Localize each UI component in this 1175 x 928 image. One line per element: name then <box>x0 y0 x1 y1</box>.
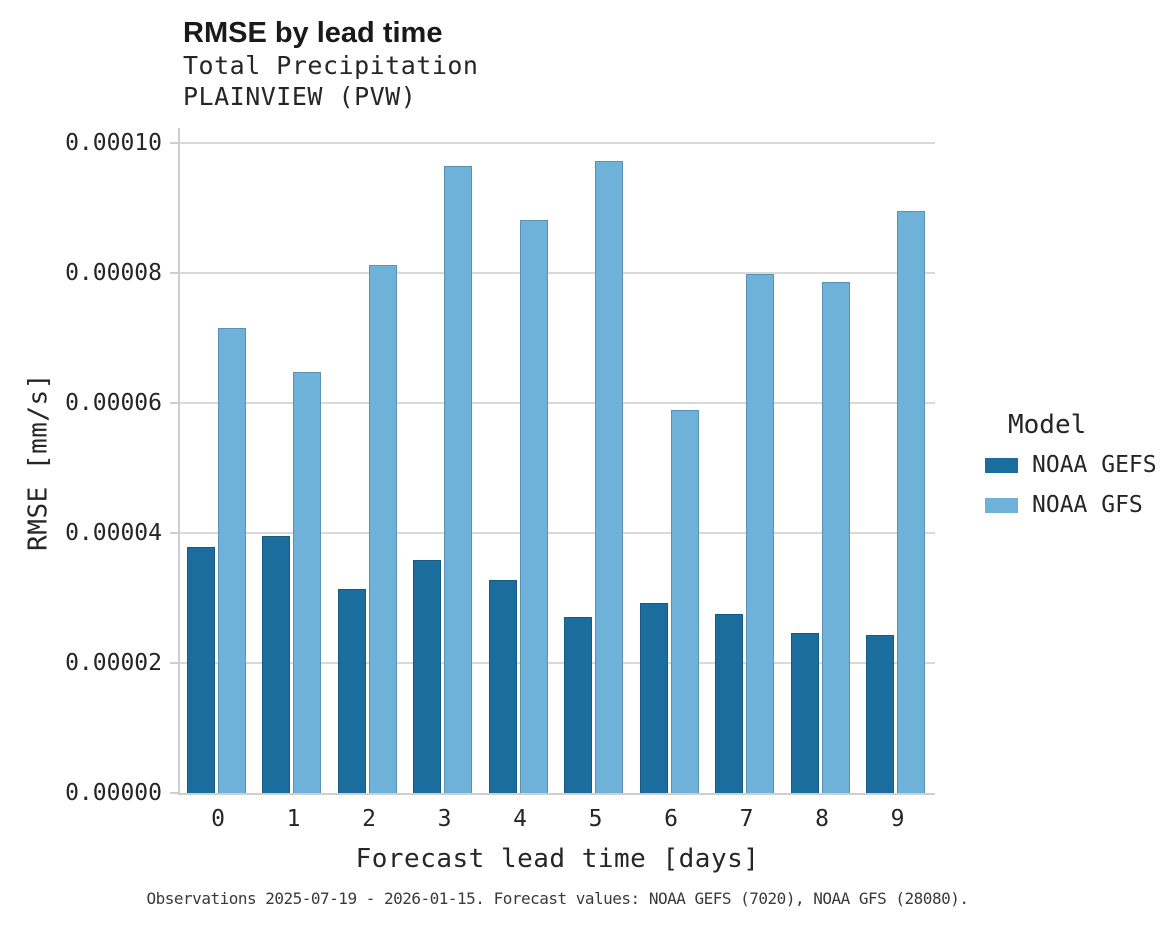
legend-swatch <box>985 497 1018 513</box>
bar-noaa-gefs-lead-3 <box>413 559 441 793</box>
bar-noaa-gefs-lead-9 <box>866 635 894 793</box>
legend-item-noaa-gefs: NOAA GEFS <box>985 452 1157 478</box>
bar-noaa-gfs-lead-7 <box>746 273 774 793</box>
x-tick-label: 8 <box>815 806 829 832</box>
bar-noaa-gfs-lead-9 <box>897 211 925 793</box>
bar-noaa-gfs-lead-4 <box>519 220 548 793</box>
legend-items: NOAA GEFS NOAA GFS <box>985 452 1157 518</box>
legend-label: NOAA GFS <box>1032 492 1143 518</box>
bar-noaa-gfs-lead-2 <box>368 264 397 793</box>
x-tick-label: 3 <box>437 806 452 832</box>
y-tick-mark <box>170 272 178 274</box>
chart-subtitle-variable: Total Precipitation <box>183 51 479 80</box>
y-tick-label: 0.00006 <box>65 390 162 416</box>
x-axis-tick-labels: 0 1 2 3 4 5 6 7 8 9 <box>180 806 935 834</box>
plot-area <box>170 128 935 795</box>
bar-noaa-gfs-lead-0 <box>217 328 246 793</box>
bar-noaa-gefs-lead-0 <box>186 546 215 793</box>
chart-title: RMSE by lead time <box>183 17 443 49</box>
bar-noaa-gefs-lead-2 <box>337 588 366 793</box>
bar-noaa-gefs-lead-1 <box>262 536 290 793</box>
bar-noaa-gefs-lead-7 <box>715 613 743 793</box>
chart-subtitle-station: PLAINVIEW (PVW) <box>183 82 417 111</box>
gridline <box>180 142 935 144</box>
bar-noaa-gefs-lead-8 <box>790 633 819 793</box>
gridline <box>180 402 935 404</box>
bar-noaa-gfs-lead-8 <box>821 282 850 793</box>
x-tick-label: 7 <box>739 806 754 832</box>
bar-noaa-gefs-lead-6 <box>639 602 668 793</box>
x-tick-label: 2 <box>362 806 376 832</box>
x-tick-label: 1 <box>286 806 301 832</box>
bar-noaa-gfs-lead-3 <box>444 165 472 793</box>
legend: Model NOAA GEFS NOAA GFS <box>985 410 1157 532</box>
y-tick-mark <box>170 532 178 534</box>
legend-swatch <box>985 457 1018 473</box>
y-tick-mark <box>170 792 178 794</box>
x-tick-label: 9 <box>890 806 905 832</box>
y-tick-label: 0.00000 <box>65 780 162 806</box>
y-tick-label: 0.00004 <box>65 520 162 546</box>
bar-noaa-gefs-lead-5 <box>564 616 592 793</box>
bar-noaa-gefs-lead-4 <box>488 579 517 793</box>
caption-text: Observations 2025-07-19 - 2026-01-15. Fo… <box>146 889 969 908</box>
y-tick-mark <box>170 662 178 664</box>
y-tick-label: 0.00002 <box>65 650 162 676</box>
y-tick-mark <box>170 402 178 404</box>
gridline <box>180 662 935 664</box>
legend-label: NOAA GEFS <box>1032 452 1157 478</box>
y-axis-tick-labels: 0.00000 0.00002 0.00004 0.00006 0.00008 0.000… <box>0 128 162 805</box>
gridline <box>180 532 935 534</box>
x-axis-title: Forecast lead time [days] <box>355 844 760 874</box>
x-tick-label: 4 <box>513 806 527 832</box>
y-tick-mark <box>170 142 178 144</box>
gridline <box>180 272 935 274</box>
bar-noaa-gfs-lead-6 <box>670 410 699 793</box>
y-tick-label: 0.00010 <box>65 130 162 156</box>
y-tick-label: 0.00008 <box>65 260 162 286</box>
x-tick-label: 5 <box>588 806 603 832</box>
legend-item-noaa-gfs: NOAA GFS <box>985 492 1157 518</box>
x-tick-label: 0 <box>211 806 225 832</box>
bar-noaa-gfs-lead-5 <box>595 161 623 793</box>
x-tick-label: 6 <box>664 806 678 832</box>
legend-title: Model <box>1008 410 1087 440</box>
bar-noaa-gfs-lead-1 <box>293 371 321 793</box>
